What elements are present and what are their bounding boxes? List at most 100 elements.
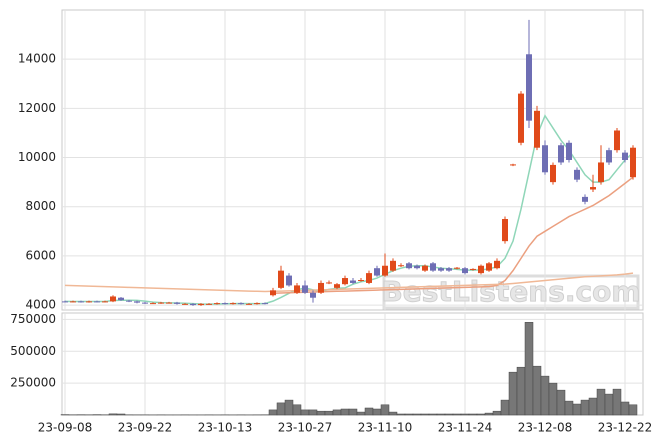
volume-bar bbox=[556, 389, 566, 416]
candle-body bbox=[62, 301, 68, 303]
y-tick-label: 14000 bbox=[18, 52, 56, 66]
candle-body bbox=[78, 301, 84, 303]
x-tick-label: 23-09-08 bbox=[38, 421, 92, 435]
volume-bar bbox=[420, 413, 430, 416]
candle-body bbox=[326, 282, 332, 284]
candle-body bbox=[222, 303, 228, 305]
candle-body bbox=[630, 147, 636, 178]
candle-body bbox=[614, 130, 620, 151]
x-tick-label: 23-09-22 bbox=[118, 421, 172, 435]
x-tick-label: 23-11-10 bbox=[358, 421, 412, 435]
volume-bar bbox=[316, 410, 326, 416]
y-tick-label: 8000 bbox=[25, 199, 56, 213]
y-tick-label: 4000 bbox=[25, 298, 56, 312]
volume-bar bbox=[108, 413, 118, 416]
candle-body bbox=[582, 196, 588, 202]
volume-bar bbox=[564, 400, 574, 416]
volume-bar bbox=[604, 393, 614, 416]
volume-bar bbox=[540, 375, 550, 416]
volume-bar bbox=[428, 413, 438, 416]
y-tick-label: 500000 bbox=[10, 344, 56, 358]
candle-body bbox=[142, 302, 148, 304]
volume-bar bbox=[292, 404, 302, 416]
candle-body bbox=[230, 303, 236, 305]
candle-body bbox=[190, 303, 196, 306]
candle-body bbox=[550, 164, 556, 183]
candle-body bbox=[206, 303, 212, 305]
volume-bar bbox=[268, 409, 278, 416]
candle-body bbox=[318, 282, 324, 293]
volume-bar bbox=[468, 413, 478, 416]
candle-body bbox=[246, 303, 252, 305]
volume-bar bbox=[404, 413, 414, 416]
candle-body bbox=[486, 263, 492, 271]
volume-bar bbox=[340, 408, 350, 416]
y-tick-label: 10000 bbox=[18, 150, 56, 164]
candle-body bbox=[606, 150, 612, 163]
candle-body bbox=[70, 301, 76, 303]
candle-body bbox=[438, 268, 444, 271]
candle-body bbox=[454, 267, 460, 269]
candle-body bbox=[310, 292, 316, 298]
volume-bar bbox=[452, 413, 462, 416]
candle-body bbox=[446, 268, 452, 271]
candle-body bbox=[462, 268, 468, 274]
candle-body bbox=[182, 303, 188, 305]
price-panel bbox=[61, 9, 644, 311]
candle-body bbox=[126, 300, 132, 302]
volume-bar bbox=[492, 410, 502, 416]
candle-body bbox=[622, 152, 628, 160]
candle-body bbox=[598, 162, 604, 183]
volume-bar bbox=[356, 411, 366, 416]
volume-bar bbox=[548, 382, 558, 416]
candle-body bbox=[102, 301, 108, 303]
candle-body bbox=[510, 164, 516, 166]
candle-body bbox=[478, 265, 484, 274]
candle-body bbox=[110, 296, 116, 302]
volume-bar bbox=[460, 413, 470, 416]
volume-bar bbox=[396, 413, 406, 416]
candle-body bbox=[238, 303, 244, 305]
volume-bar bbox=[484, 412, 494, 416]
x-tick-label: 23-10-13 bbox=[198, 421, 252, 435]
candle-body bbox=[86, 301, 92, 303]
candle-body bbox=[278, 270, 284, 288]
candle-body bbox=[422, 265, 428, 271]
candle-body bbox=[342, 278, 348, 285]
candle-body bbox=[398, 265, 404, 267]
candle-body bbox=[302, 285, 308, 293]
y-tick-label: 6000 bbox=[25, 248, 56, 262]
volume-bar bbox=[524, 322, 534, 416]
candle-body bbox=[526, 54, 532, 121]
candle-body bbox=[158, 302, 164, 304]
volume-bar bbox=[348, 408, 358, 416]
candle-body bbox=[286, 275, 292, 286]
candle-body bbox=[406, 263, 412, 269]
candle-body bbox=[542, 145, 548, 173]
candle-body bbox=[150, 303, 156, 305]
candle-body bbox=[374, 268, 380, 276]
candle-body bbox=[262, 303, 268, 305]
volume-bar bbox=[532, 365, 542, 416]
volume-bar bbox=[444, 413, 454, 416]
candle-body bbox=[390, 260, 396, 271]
candle-body bbox=[174, 302, 180, 304]
volume-bar bbox=[500, 399, 510, 416]
candle-body bbox=[214, 303, 220, 305]
candle-body bbox=[94, 301, 100, 303]
volume-bar bbox=[332, 409, 342, 416]
volume-bar bbox=[588, 397, 598, 416]
volume-bar bbox=[324, 410, 334, 416]
volume-bar bbox=[516, 366, 526, 416]
volume-bar bbox=[628, 404, 638, 416]
moving-average-line bbox=[272, 176, 634, 295]
candle-body bbox=[502, 219, 508, 242]
candle-body bbox=[366, 273, 372, 283]
volume-bar bbox=[364, 407, 374, 416]
candle-body bbox=[534, 110, 540, 148]
y-tick-label: 12000 bbox=[18, 101, 56, 115]
candle-body bbox=[558, 145, 564, 163]
volume-bar bbox=[436, 413, 446, 416]
volume-bar bbox=[572, 403, 582, 416]
